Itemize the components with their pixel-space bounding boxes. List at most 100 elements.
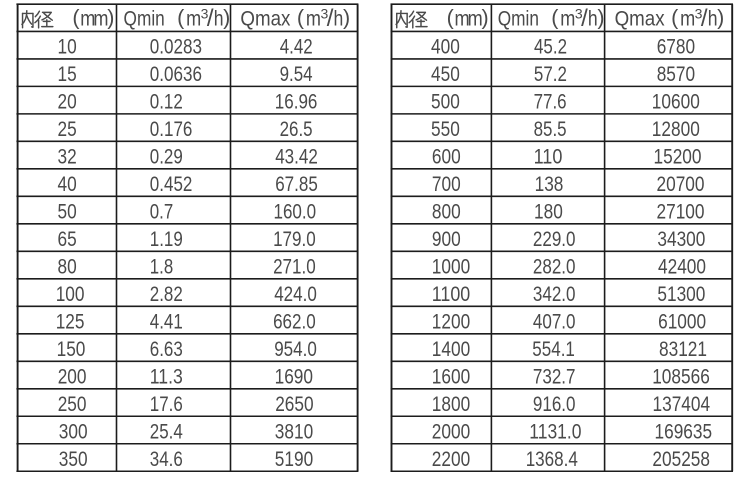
svg-text:700: 700 xyxy=(432,173,461,196)
svg-text:1100: 1100 xyxy=(432,283,470,306)
svg-text:2650: 2650 xyxy=(275,393,313,416)
svg-text:137404: 137404 xyxy=(653,393,711,416)
svg-text:): ) xyxy=(482,6,489,30)
svg-text:): ) xyxy=(343,6,350,30)
svg-text:Qmax: Qmax xyxy=(240,7,290,30)
svg-text:160.0: 160.0 xyxy=(274,200,317,223)
svg-text:(: ( xyxy=(177,6,185,30)
svg-text:m: m xyxy=(93,7,108,30)
svg-text:11.3: 11.3 xyxy=(150,365,183,388)
svg-text:0.29: 0.29 xyxy=(150,145,183,168)
svg-text:800: 800 xyxy=(432,200,461,223)
svg-text:125: 125 xyxy=(56,310,85,333)
svg-text:): ) xyxy=(223,6,230,30)
svg-text:27100: 27100 xyxy=(657,200,705,223)
svg-text:m: m xyxy=(468,7,483,30)
svg-text:Qmin: Qmin xyxy=(124,7,165,30)
svg-text:5190: 5190 xyxy=(275,448,313,471)
svg-text:2000: 2000 xyxy=(432,420,470,443)
svg-text:m: m xyxy=(560,7,575,30)
svg-text:43.42: 43.42 xyxy=(275,145,318,168)
svg-text:51300: 51300 xyxy=(657,283,705,306)
svg-text:m: m xyxy=(680,7,695,30)
svg-text:1690: 1690 xyxy=(275,365,313,388)
svg-text:m: m xyxy=(186,7,201,30)
svg-text:1368.4: 1368.4 xyxy=(526,448,578,471)
svg-text:m: m xyxy=(455,7,470,30)
svg-text:(: ( xyxy=(551,6,559,30)
svg-text:45.2: 45.2 xyxy=(534,35,567,58)
svg-text:1131.0: 1131.0 xyxy=(529,420,581,443)
svg-text:67.85: 67.85 xyxy=(275,173,318,196)
svg-text:180: 180 xyxy=(534,200,563,223)
svg-text:2.82: 2.82 xyxy=(150,283,183,306)
svg-text:(: ( xyxy=(297,6,305,30)
svg-text:20: 20 xyxy=(58,90,77,113)
svg-text:0.12: 0.12 xyxy=(150,90,183,113)
svg-text:10: 10 xyxy=(58,35,77,58)
svg-text:15200: 15200 xyxy=(654,145,702,168)
svg-text:0.452: 0.452 xyxy=(150,173,193,196)
svg-text:407.0: 407.0 xyxy=(533,310,576,333)
svg-text:342.0: 342.0 xyxy=(533,283,576,306)
svg-text:m: m xyxy=(306,7,321,30)
svg-text:732.7: 732.7 xyxy=(533,365,576,388)
svg-text:): ) xyxy=(717,6,724,30)
svg-text:/: / xyxy=(327,5,334,32)
svg-text:42400: 42400 xyxy=(658,255,706,278)
svg-text:/: / xyxy=(701,5,708,32)
svg-text:0.176: 0.176 xyxy=(150,118,193,141)
svg-text:3: 3 xyxy=(575,5,583,21)
svg-text:h: h xyxy=(708,7,718,30)
svg-text:(: ( xyxy=(447,6,455,30)
svg-text:662.0: 662.0 xyxy=(273,310,316,333)
svg-text:150: 150 xyxy=(57,338,86,361)
svg-text:16.96: 16.96 xyxy=(275,90,318,113)
svg-text:17.6: 17.6 xyxy=(150,393,183,416)
svg-text:3810: 3810 xyxy=(275,420,313,443)
svg-text:108566: 108566 xyxy=(652,365,710,388)
svg-text:282.0: 282.0 xyxy=(533,255,576,278)
svg-text:229.0: 229.0 xyxy=(533,228,576,251)
svg-text:25.4: 25.4 xyxy=(150,420,183,443)
svg-text:1800: 1800 xyxy=(432,393,470,416)
svg-text:85.5: 85.5 xyxy=(534,118,567,141)
svg-text:20700: 20700 xyxy=(657,173,705,196)
svg-text:(: ( xyxy=(72,6,80,30)
svg-text:954.0: 954.0 xyxy=(274,338,317,361)
svg-text:0.0283: 0.0283 xyxy=(150,35,202,58)
svg-text:1.19: 1.19 xyxy=(150,228,183,251)
svg-text:25: 25 xyxy=(58,118,77,141)
svg-text:26.5: 26.5 xyxy=(280,118,313,141)
svg-text:550: 550 xyxy=(431,118,460,141)
svg-text:8570: 8570 xyxy=(657,63,695,86)
svg-text:3: 3 xyxy=(320,5,328,21)
svg-text:Qmax: Qmax xyxy=(615,7,665,30)
svg-text:100: 100 xyxy=(56,283,85,306)
svg-text:2200: 2200 xyxy=(432,448,470,471)
svg-text:34300: 34300 xyxy=(657,228,705,251)
svg-text:200: 200 xyxy=(58,365,87,388)
svg-text:1600: 1600 xyxy=(432,365,470,388)
svg-text:57.2: 57.2 xyxy=(534,63,567,86)
svg-text:/: / xyxy=(581,5,588,32)
svg-text:61000: 61000 xyxy=(658,310,706,333)
svg-text:4.42: 4.42 xyxy=(280,35,313,58)
svg-text:450: 450 xyxy=(431,63,460,86)
svg-text:110: 110 xyxy=(534,145,563,168)
svg-text:500: 500 xyxy=(431,90,460,113)
svg-text:1000: 1000 xyxy=(432,255,470,278)
svg-text:600: 600 xyxy=(432,145,461,168)
svg-text:3: 3 xyxy=(695,5,703,21)
svg-text:169635: 169635 xyxy=(655,420,713,443)
svg-text:15: 15 xyxy=(58,63,77,86)
svg-text:80: 80 xyxy=(58,255,77,278)
svg-text:): ) xyxy=(107,6,114,30)
svg-text:32: 32 xyxy=(58,145,77,168)
svg-text:250: 250 xyxy=(58,393,87,416)
svg-text:h: h xyxy=(214,7,224,30)
svg-text:424.0: 424.0 xyxy=(274,283,317,306)
svg-text:0.0636: 0.0636 xyxy=(150,63,202,86)
svg-text:77.6: 77.6 xyxy=(534,90,567,113)
svg-text:4.41: 4.41 xyxy=(150,310,183,333)
